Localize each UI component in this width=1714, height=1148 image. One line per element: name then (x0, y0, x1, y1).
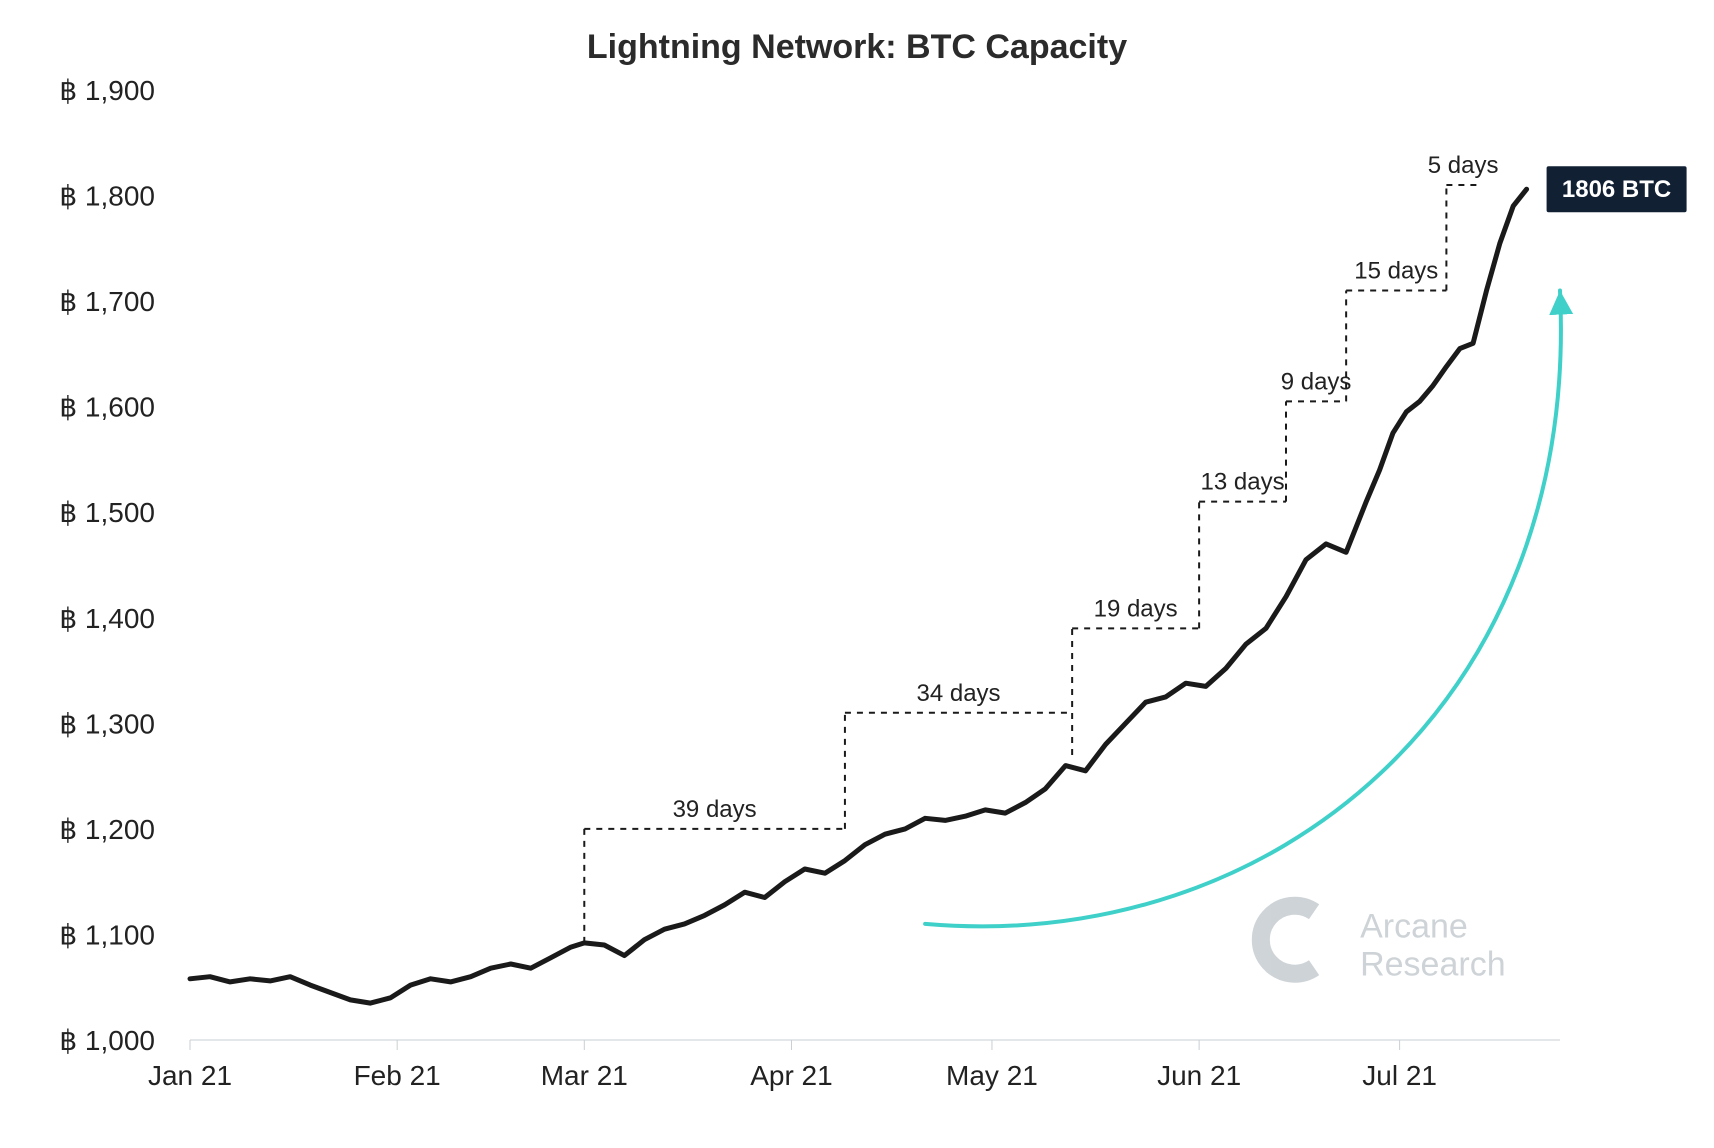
y-tick: ฿ 1,500 (59, 497, 155, 528)
y-tick: ฿ 1,300 (59, 708, 155, 739)
y-tick: ฿ 1,000 (59, 1025, 155, 1056)
svg-text:฿ 1,500: ฿ 1,500 (59, 497, 155, 528)
x-tick: Mar 21 (541, 1040, 628, 1091)
step-marker: 15 days (1346, 258, 1446, 402)
step-marker: 13 days (1199, 469, 1286, 629)
chart-svg: ฿ 1,000 ฿ 1,100 ฿ 1,200 ฿ 1,300 ฿ 1,400 ฿ 1,5… (0, 0, 1714, 1148)
svg-text:฿ 1,400: ฿ 1,400 (59, 603, 155, 634)
svg-text:฿ 1,200: ฿ 1,200 (59, 814, 155, 845)
svg-text:฿ 1,600: ฿ 1,600 (59, 392, 155, 423)
svg-text:Research: Research (1360, 946, 1506, 984)
svg-text:฿ 1,300: ฿ 1,300 (59, 708, 155, 739)
end-value-badge: 1806 BTC (1547, 166, 1687, 212)
x-tick: Jul 21 (1362, 1040, 1437, 1091)
svg-text:฿ 1,800: ฿ 1,800 (59, 181, 155, 212)
svg-text:9 days: 9 days (1281, 368, 1352, 395)
svg-text:34 days: 34 days (917, 680, 1001, 707)
x-tick: Jan 21 (148, 1040, 232, 1091)
svg-text:39 days: 39 days (673, 796, 757, 823)
svg-text:Arcane: Arcane (1360, 908, 1468, 946)
svg-text:Feb 21: Feb 21 (354, 1060, 441, 1091)
svg-text:15 days: 15 days (1354, 258, 1438, 285)
svg-text:฿ 1,000: ฿ 1,000 (59, 1025, 155, 1056)
x-tick: Apr 21 (750, 1040, 833, 1091)
y-tick: ฿ 1,100 (59, 919, 155, 950)
capacity-line (190, 189, 1527, 1003)
svg-text:13 days: 13 days (1201, 469, 1285, 496)
svg-text:Jul 21: Jul 21 (1362, 1060, 1437, 1091)
chart-title: Lightning Network: BTC Capacity (0, 28, 1714, 67)
svg-text:Jan 21: Jan 21 (148, 1060, 232, 1091)
watermark: ArcaneResearch (1261, 906, 1506, 984)
svg-text:฿ 1,900: ฿ 1,900 (59, 75, 155, 106)
y-tick: ฿ 1,200 (59, 814, 155, 845)
x-tick: May 21 (946, 1040, 1038, 1091)
chart-container: Lightning Network: BTC Capacity ฿ 1,000฿… (0, 0, 1714, 1148)
svg-text:1806 BTC: 1806 BTC (1562, 176, 1671, 203)
svg-text:Jun 21: Jun 21 (1157, 1060, 1241, 1091)
step-marker: 34 days (845, 680, 1072, 829)
step-marker: 19 days (1072, 595, 1199, 755)
x-tick: Jun 21 (1157, 1040, 1241, 1091)
y-tick: ฿ 1,800 (59, 181, 155, 212)
svg-text:Apr 21: Apr 21 (750, 1060, 833, 1091)
x-tick: Feb 21 (354, 1040, 441, 1091)
y-tick: ฿ 1,600 (59, 392, 155, 423)
y-tick: ฿ 1,400 (59, 603, 155, 634)
step-marker: 9 days (1281, 368, 1352, 501)
y-tick: ฿ 1,700 (59, 286, 155, 317)
y-tick: ฿ 1,900 (59, 75, 155, 106)
svg-text:19 days: 19 days (1094, 595, 1178, 622)
svg-text:5 days: 5 days (1428, 152, 1499, 179)
svg-text:฿ 1,700: ฿ 1,700 (59, 286, 155, 317)
svg-text:May 21: May 21 (946, 1060, 1038, 1091)
svg-text:฿ 1,100: ฿ 1,100 (59, 919, 155, 950)
step-marker: 5 days (1428, 152, 1499, 291)
acceleration-arrow (925, 291, 1561, 927)
svg-text:Mar 21: Mar 21 (541, 1060, 628, 1091)
